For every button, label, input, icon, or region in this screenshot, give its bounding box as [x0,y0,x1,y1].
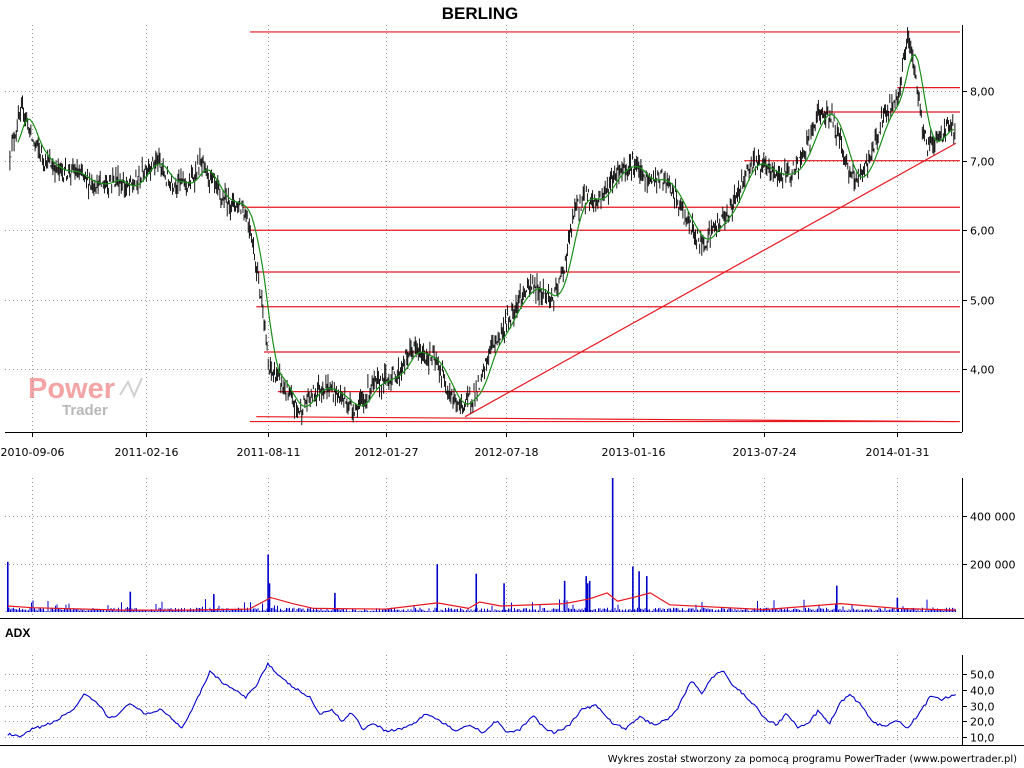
powertrader-logo: Power Trader [28,373,143,419]
adx-grid: 10,0 20,0 30,0 40,0 50,0 [5,655,995,745]
logo-word-trader: Trader [62,402,108,419]
adx-y-tick-label: 10,0 [970,732,995,745]
price-y-tick-label: 7,00 [970,156,995,169]
x-tick-label: 2012-01-27 [355,446,419,459]
trend-line [464,142,957,418]
price-y-tick-label: 4,00 [970,364,995,377]
volume-average-line [7,592,956,611]
x-tick-label: 2012-07-18 [475,446,539,459]
logo-word-power: Power [28,373,115,405]
price-y-tick-label: 5,00 [970,295,995,308]
trend-line [256,416,956,423]
price-panel [9,27,960,426]
adx-label: ADX [5,626,30,640]
adx-y-tick-label: 20,0 [970,716,995,729]
price-y-tick-label: 8,00 [970,86,995,99]
panel-frames [0,25,1024,746]
x-tick-label: 2011-08-11 [237,446,301,459]
price-y-tick-label: 6,00 [970,225,995,238]
moving-average-line [17,53,955,408]
adx-y-tick-label: 40,0 [970,685,995,698]
adx-line [7,661,956,738]
price-bars [9,27,956,426]
adx-y-tick-label: 50,0 [970,669,995,682]
logo-swoosh-icon [119,377,143,399]
volume-panel [5,478,956,612]
volume-y-tick-label: 200 000 [970,559,1016,572]
adx-panel [7,661,956,738]
x-tick-label: 2013-07-24 [733,446,797,459]
x-tick-label: 2010-09-06 [1,446,65,459]
chart-title: BERLING [442,4,519,23]
x-tick-label: 2011-02-16 [115,446,179,459]
x-tick-label: 2013-01-16 [602,446,666,459]
volume-grid: 200 000 400 000 [5,478,1016,616]
volume-y-tick-label: 400 000 [970,511,1016,524]
footer-credit: Wykres został stworzony za pomocą progra… [608,754,1017,765]
x-tick-label: 2014-01-31 [866,446,930,459]
adx-y-tick-label: 30,0 [970,701,995,714]
price-grid: 2010-09-06 2011-02-16 2011-08-11 2012-01-27… [1,25,995,459]
